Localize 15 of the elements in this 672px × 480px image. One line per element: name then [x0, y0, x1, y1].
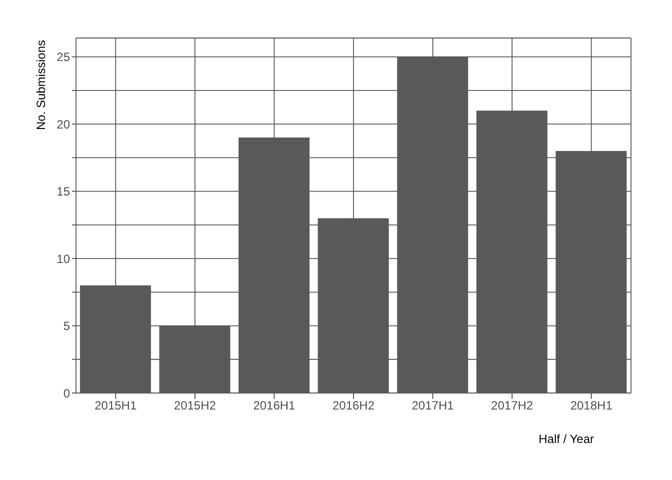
- x-tick-label: 2018H1: [570, 398, 613, 413]
- x-tick-label: 2016H1: [253, 398, 296, 413]
- y-tick-label: 10: [56, 252, 70, 266]
- x-tick-label: 2016H2: [332, 398, 375, 413]
- x-tick-label: 2015H1: [94, 398, 137, 413]
- x-tick-label: 2015H2: [174, 398, 216, 413]
- x-tick-label: 2017H1: [412, 398, 454, 413]
- y-axis-title: No. Submissions: [34, 40, 48, 130]
- y-tick-label: 20: [56, 117, 70, 132]
- x-tick-label: 2017H2: [491, 398, 534, 413]
- y-tick-label: 0: [63, 386, 70, 400]
- y-tick-label: 5: [63, 319, 70, 334]
- y-tick-label: 15: [56, 184, 70, 199]
- x-axis-title: Half / Year: [538, 432, 594, 446]
- y-tick-label: 25: [56, 50, 70, 64]
